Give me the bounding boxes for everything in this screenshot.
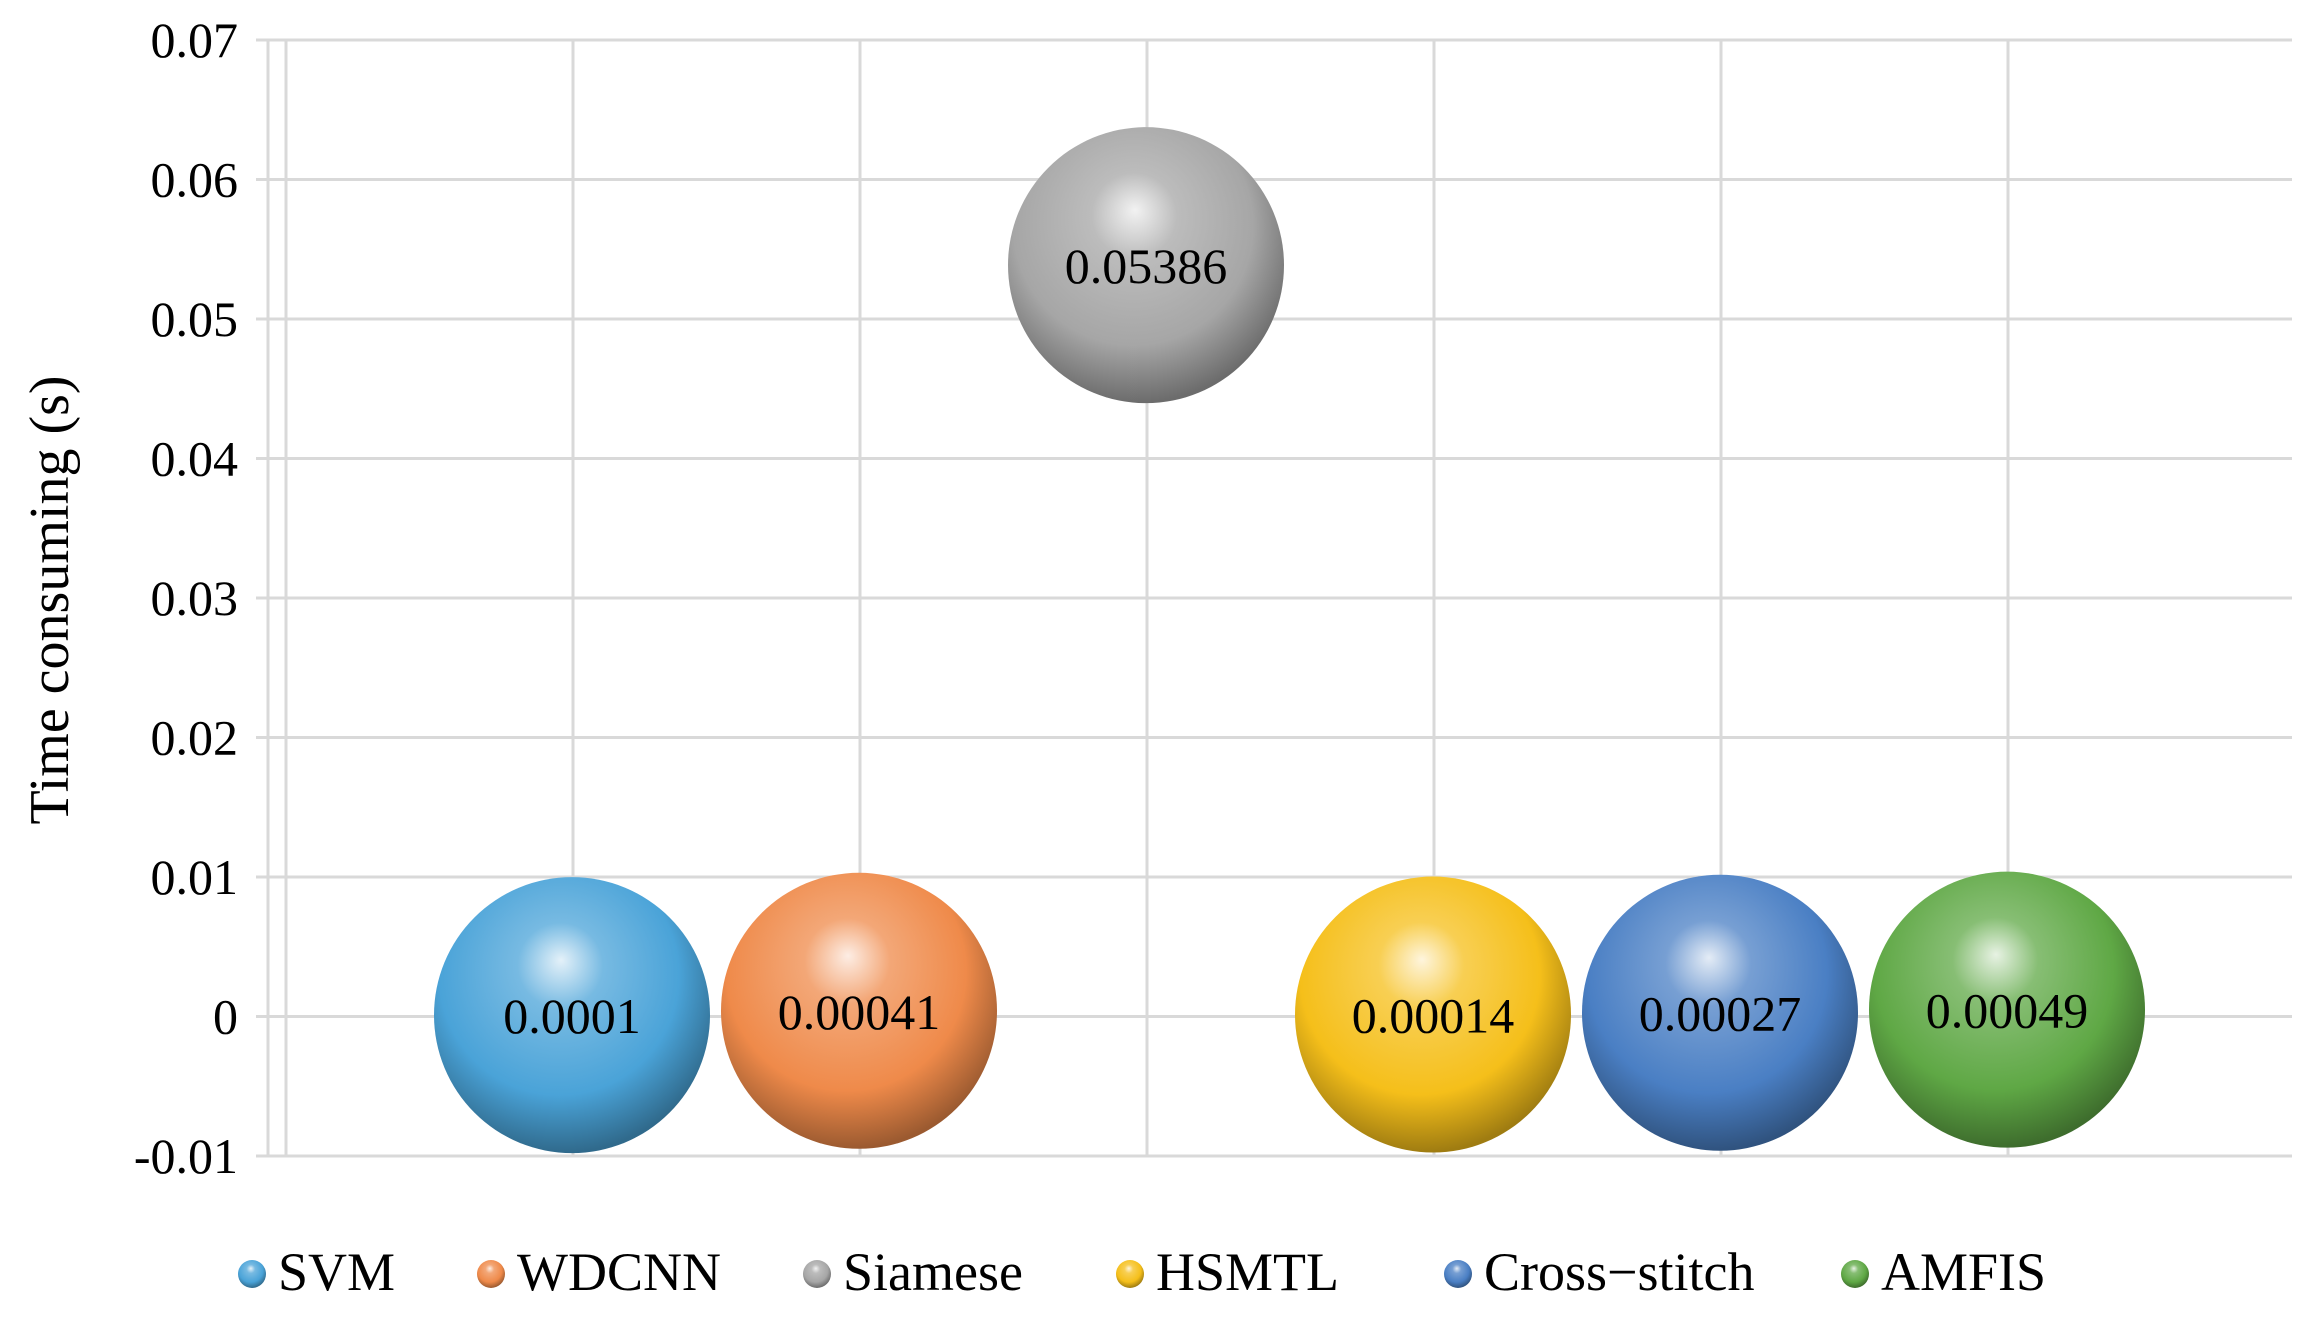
legend-marker bbox=[803, 1260, 831, 1288]
y-tick-label: 0 bbox=[213, 989, 238, 1045]
legend-marker bbox=[477, 1260, 505, 1288]
legend-label: SVM bbox=[278, 1242, 395, 1302]
y-tick-labels: 0.07 0.06 0.05 0.04 0.03 0.02 0.01 0 -0.01 bbox=[134, 12, 238, 1184]
y-tick-label: 0.06 bbox=[151, 152, 239, 208]
y-tick-label: 0.03 bbox=[151, 570, 239, 626]
bubble-data-label: 0.00049 bbox=[1926, 983, 2089, 1039]
bubble-amfis bbox=[1869, 871, 2145, 1148]
bubble-data-label: 0.05386 bbox=[1065, 238, 1228, 294]
legend-marker bbox=[1116, 1260, 1144, 1288]
legend-label: Siamese bbox=[843, 1242, 1023, 1302]
y-tick-label: -0.01 bbox=[134, 1128, 238, 1184]
y-tick-label: 0.04 bbox=[151, 431, 239, 487]
bubble-cross-stitch bbox=[1582, 874, 1858, 1151]
bubble-siamese bbox=[1008, 127, 1284, 404]
legend-marker bbox=[1444, 1260, 1472, 1288]
legend-label: HSMTL bbox=[1156, 1242, 1339, 1302]
bubble-data-label: 0.0001 bbox=[503, 988, 641, 1044]
y-tick-label: 0.07 bbox=[151, 12, 239, 68]
bubble-wdcnn bbox=[721, 872, 997, 1149]
bubble-svm bbox=[434, 877, 710, 1154]
bubble-hsmtl bbox=[1295, 876, 1571, 1153]
y-tick-label: 0.05 bbox=[151, 291, 239, 347]
legend-label: WDCNN bbox=[517, 1242, 721, 1302]
legend-marker bbox=[238, 1260, 266, 1288]
legend: SVM WDCNN Siamese HSMTL Cross−stitch AMFIS bbox=[238, 1242, 2046, 1302]
bubble-data-label: 0.00041 bbox=[778, 984, 941, 1040]
y-tick-label: 0.01 bbox=[151, 849, 239, 905]
bubbles: 0.0001 0.00041 0.05386 0.00014 0.00027 0.0004… bbox=[434, 127, 2145, 1154]
legend-marker bbox=[1841, 1260, 1869, 1288]
legend-label: Cross−stitch bbox=[1484, 1242, 1754, 1302]
y-axis-title: Time consuming (s) bbox=[19, 375, 81, 824]
legend-label: AMFIS bbox=[1881, 1242, 2046, 1302]
bubble-data-label: 0.00014 bbox=[1352, 988, 1515, 1044]
y-tick-label: 0.02 bbox=[151, 710, 239, 766]
bubble-data-label: 0.00027 bbox=[1639, 986, 1802, 1042]
